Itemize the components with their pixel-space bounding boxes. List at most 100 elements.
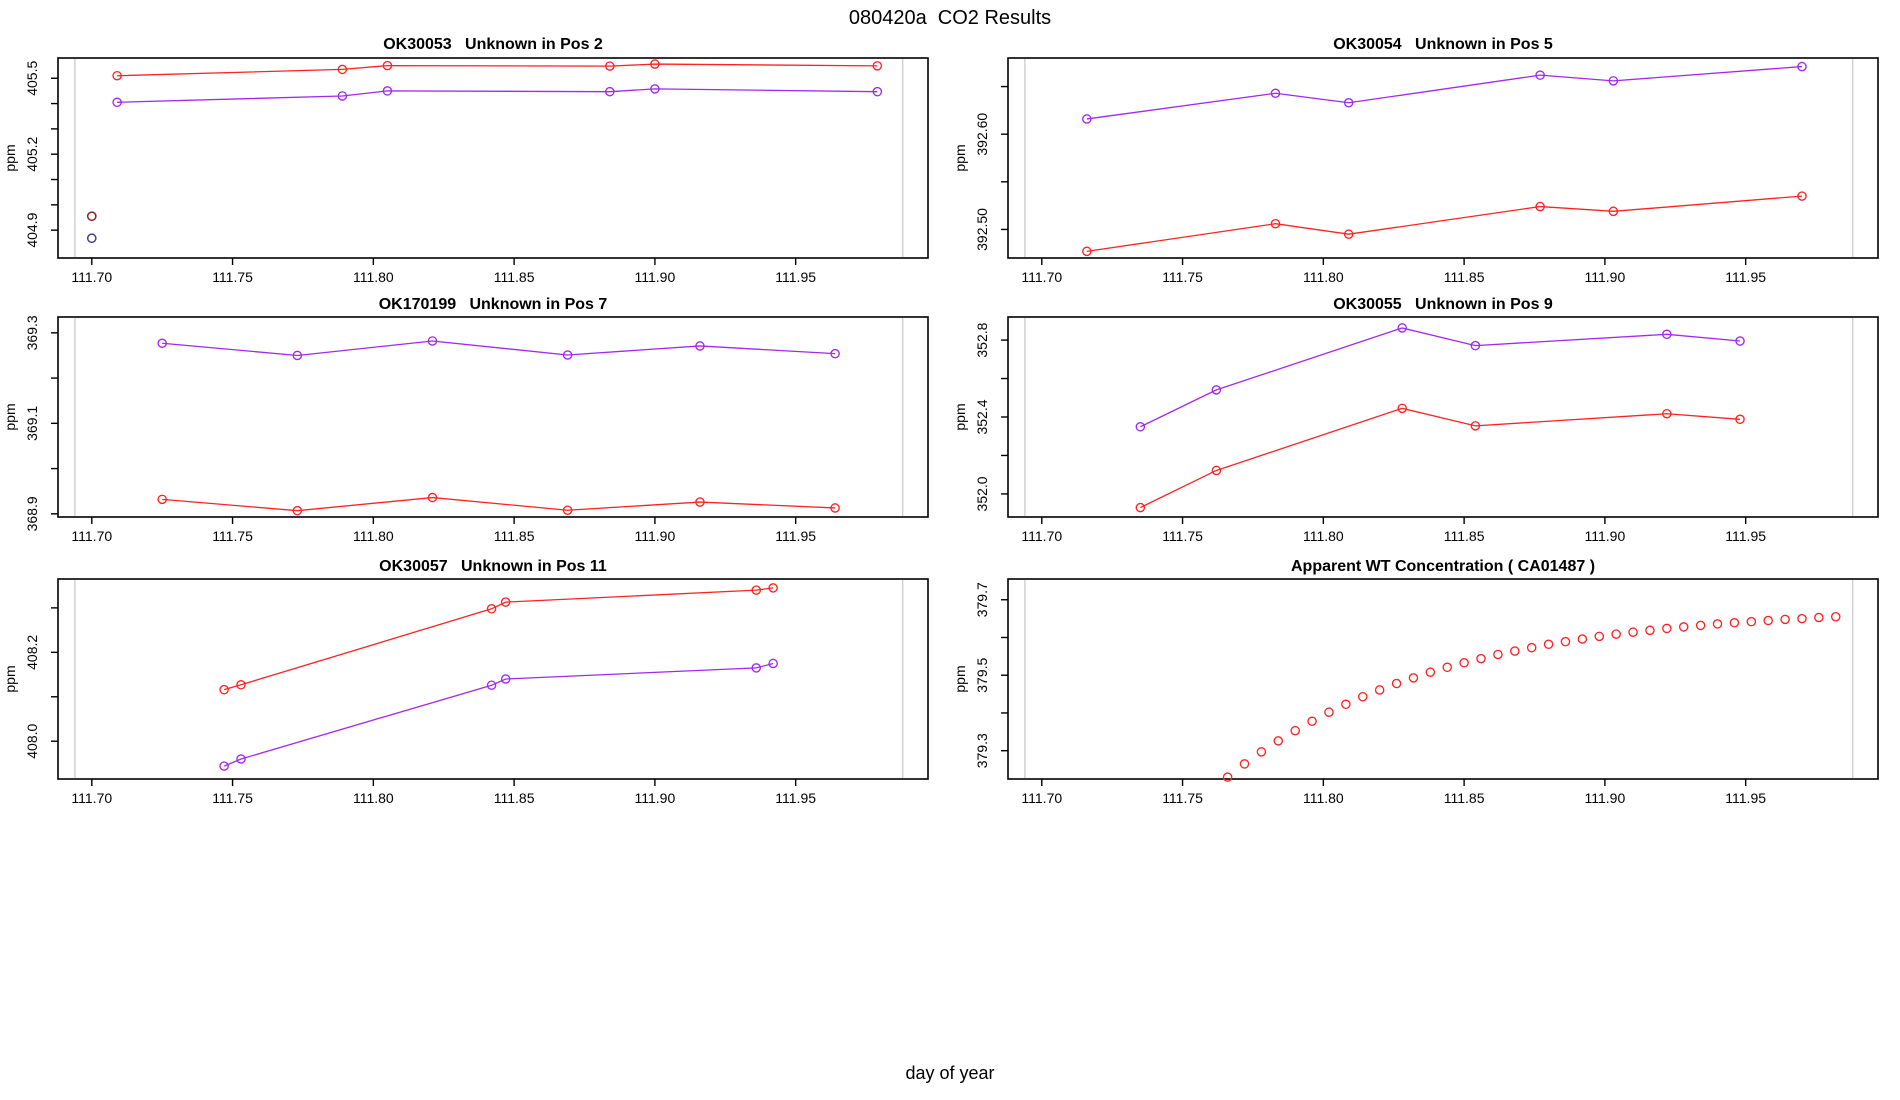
y-tick-label: 405.5 (24, 61, 40, 96)
data-point-marker (1397, 403, 1407, 414)
data-point-marker (1408, 673, 1419, 683)
y-tick-label: 392.50 (974, 208, 990, 251)
data-point-marker (1270, 218, 1281, 229)
data-point-marker (219, 684, 229, 695)
series-flask-red (112, 59, 883, 81)
data-point-marker (1662, 623, 1672, 634)
y-axis-label: ppm (952, 665, 968, 692)
series-line (223, 587, 774, 691)
data-point-marker (695, 341, 705, 351)
data-point-marker (1645, 625, 1655, 636)
plot-box (57, 57, 929, 259)
page-title: 080420a CO2 Results (848, 7, 1052, 29)
x-tick-label: 111.95 (1725, 790, 1766, 806)
data-point-marker (1082, 246, 1092, 257)
x-tick-label: 111.75 (1162, 528, 1203, 544)
data-point-marker (650, 84, 660, 94)
x-tick-label: 111.75 (212, 528, 253, 544)
x-tick-label: 111.75 (1162, 790, 1203, 806)
y-tick-label: 379.3 (974, 733, 990, 768)
y-axis: 368.9 369.1 369.3 ppm (2, 315, 58, 531)
series-line (162, 340, 836, 357)
data-point-marker (219, 761, 229, 771)
x-tick-label: 111.80 (353, 790, 394, 806)
data-point-marker (1510, 646, 1520, 656)
y-axis: 379.3 379.5 379.7 ppm (952, 582, 1008, 768)
data-point-marker (1211, 465, 1222, 476)
data-point-marker (830, 503, 840, 513)
x-tick-label: 111.95 (1725, 528, 1766, 544)
plot-title-pos11: OK30057 Unknown in Pos 11 (379, 558, 607, 575)
data-point-marker (1729, 617, 1740, 628)
data-point-marker (1577, 634, 1588, 644)
series-flask-red (157, 492, 840, 516)
data-point-marker (768, 583, 778, 593)
data-point-marker (486, 680, 497, 690)
x-tick-label: 111.85 (494, 790, 535, 806)
data-point-marker (1628, 627, 1638, 637)
data-point-marker (1611, 629, 1621, 639)
data-point-marker (292, 350, 303, 361)
y-tick-label: 352.0 (974, 476, 990, 511)
data-point-marker (1082, 114, 1092, 124)
x-axis: 111.70 111.75 111.80 111.85 111.90 111.95 (1021, 258, 1766, 285)
data-point-marker (1307, 716, 1317, 727)
data-point-marker (500, 674, 511, 684)
y-axis: 352.0 352.4 352.8 ppm (952, 322, 1008, 511)
series-flask-purple (1135, 323, 1745, 432)
data-point-marker (605, 86, 615, 97)
data-point-marker (1830, 611, 1841, 622)
data-point-marker (1343, 97, 1354, 108)
data-point-marker (1357, 691, 1368, 702)
x-tick-label: 111.85 (1444, 528, 1485, 544)
data-point-marker (605, 61, 615, 71)
data-point-marker (1470, 421, 1481, 431)
x-tick-label: 111.70 (71, 269, 112, 285)
data-point-marker (1211, 385, 1222, 395)
series-flask-red (1082, 191, 1807, 257)
x-tick-label: 111.90 (1585, 269, 1626, 285)
data-point-marker (1476, 653, 1486, 664)
reference-vlines (1024, 580, 1854, 778)
data-point-marker (1397, 323, 1407, 333)
data-point-marker (1662, 408, 1672, 419)
data-point-marker (1535, 201, 1545, 212)
reference-vlines (74, 580, 904, 778)
x-tick-label: 111.75 (212, 790, 253, 806)
y-axis-label: ppm (952, 403, 968, 430)
reference-vlines (1024, 59, 1854, 257)
data-point-marker (1608, 206, 1619, 217)
series-flask-purple (219, 658, 778, 771)
x-tick-label: 111.80 (1303, 790, 1344, 806)
x-axis-outer-label: day of year (905, 1063, 995, 1083)
data-point-marker (1594, 631, 1605, 642)
series-line (1140, 327, 1741, 428)
data-point-marker (1662, 329, 1672, 340)
series-flask-purple (112, 84, 883, 108)
data-point-marker (1290, 725, 1300, 736)
series-line (1086, 195, 1803, 252)
y-tick-label: 405.2 (24, 136, 40, 171)
data-point-marker (1735, 336, 1745, 346)
data-point-marker (1239, 759, 1250, 769)
x-axis: 111.70 111.75 111.80 111.85 111.90 111.95 (1021, 517, 1766, 544)
data-point-marker (1526, 642, 1537, 653)
data-point-marker (112, 97, 122, 108)
reference-vlines (74, 59, 904, 257)
data-point-marker (427, 336, 438, 346)
data-point-marker (1814, 612, 1824, 623)
y-axis: 392.50 392.60 ppm (952, 85, 1008, 251)
series-flask-red (1135, 403, 1745, 513)
x-tick-label: 111.85 (1444, 790, 1485, 806)
plot-title-pos2: OK30053 Unknown in Pos 2 (383, 36, 603, 53)
data-point-marker (1712, 619, 1723, 629)
plot-title-pos7: OK170199 Unknown in Pos 7 (378, 296, 608, 313)
x-tick-label: 111.95 (775, 528, 816, 544)
data-point-marker (292, 505, 303, 516)
data-point-marker (337, 91, 348, 101)
data-point-marker (1256, 747, 1267, 757)
